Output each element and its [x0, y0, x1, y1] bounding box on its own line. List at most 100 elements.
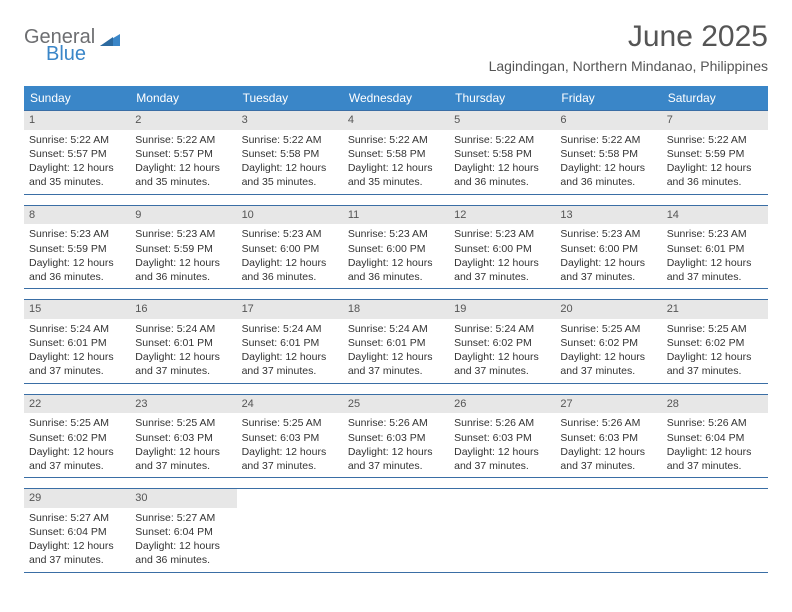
day-cell [343, 489, 449, 572]
logo-triangle-icon [100, 32, 120, 49]
day-number: 30 [130, 489, 236, 508]
weekday-header-row: SundayMondayTuesdayWednesdayThursdayFrid… [24, 86, 768, 110]
week-row: 8Sunrise: 5:23 AMSunset: 5:59 PMDaylight… [24, 205, 768, 290]
day-cell: 21Sunrise: 5:25 AMSunset: 6:02 PMDayligh… [662, 300, 768, 383]
day-number: 20 [555, 300, 661, 319]
sunrise-text: Sunrise: 5:23 AM [454, 227, 550, 241]
weekday-cell: Sunday [24, 86, 130, 110]
day-cell: 8Sunrise: 5:23 AMSunset: 5:59 PMDaylight… [24, 206, 130, 289]
daylight-text: Daylight: 12 hours and 35 minutes. [29, 161, 125, 189]
daylight-text: Daylight: 12 hours and 37 minutes. [560, 445, 656, 473]
day-number: 25 [343, 395, 449, 414]
day-number: 3 [237, 111, 343, 130]
daylight-text: Daylight: 12 hours and 37 minutes. [454, 445, 550, 473]
sunrise-text: Sunrise: 5:23 AM [348, 227, 444, 241]
calendar-table: SundayMondayTuesdayWednesdayThursdayFrid… [24, 86, 768, 573]
day-body: Sunrise: 5:23 AMSunset: 6:00 PMDaylight:… [555, 224, 661, 288]
day-cell: 3Sunrise: 5:22 AMSunset: 5:58 PMDaylight… [237, 111, 343, 194]
sunset-text: Sunset: 5:57 PM [135, 147, 231, 161]
weekday-cell: Monday [130, 86, 236, 110]
daylight-text: Daylight: 12 hours and 36 minutes. [667, 161, 763, 189]
daylight-text: Daylight: 12 hours and 37 minutes. [29, 539, 125, 567]
day-number: 12 [449, 206, 555, 225]
day-number: 19 [449, 300, 555, 319]
daylight-text: Daylight: 12 hours and 37 minutes. [454, 350, 550, 378]
day-cell: 16Sunrise: 5:24 AMSunset: 6:01 PMDayligh… [130, 300, 236, 383]
day-cell: 19Sunrise: 5:24 AMSunset: 6:02 PMDayligh… [449, 300, 555, 383]
day-number: 8 [24, 206, 130, 225]
day-cell: 18Sunrise: 5:24 AMSunset: 6:01 PMDayligh… [343, 300, 449, 383]
sunset-text: Sunset: 6:02 PM [560, 336, 656, 350]
sunset-text: Sunset: 6:02 PM [29, 431, 125, 445]
daylight-text: Daylight: 12 hours and 36 minutes. [135, 539, 231, 567]
day-number: 26 [449, 395, 555, 414]
day-cell [555, 489, 661, 572]
day-cell: 25Sunrise: 5:26 AMSunset: 6:03 PMDayligh… [343, 395, 449, 478]
day-cell: 20Sunrise: 5:25 AMSunset: 6:02 PMDayligh… [555, 300, 661, 383]
day-number: 29 [24, 489, 130, 508]
day-cell: 11Sunrise: 5:23 AMSunset: 6:00 PMDayligh… [343, 206, 449, 289]
sunrise-text: Sunrise: 5:25 AM [560, 322, 656, 336]
sunset-text: Sunset: 6:00 PM [242, 242, 338, 256]
daylight-text: Daylight: 12 hours and 36 minutes. [242, 256, 338, 284]
day-body: Sunrise: 5:25 AMSunset: 6:02 PMDaylight:… [24, 413, 130, 477]
day-number: 11 [343, 206, 449, 225]
sunrise-text: Sunrise: 5:24 AM [135, 322, 231, 336]
day-cell: 28Sunrise: 5:26 AMSunset: 6:04 PMDayligh… [662, 395, 768, 478]
day-body: Sunrise: 5:23 AMSunset: 6:00 PMDaylight:… [237, 224, 343, 288]
day-number: 16 [130, 300, 236, 319]
sunset-text: Sunset: 6:01 PM [348, 336, 444, 350]
daylight-text: Daylight: 12 hours and 37 minutes. [667, 445, 763, 473]
sunrise-text: Sunrise: 5:27 AM [135, 511, 231, 525]
day-body: Sunrise: 5:26 AMSunset: 6:03 PMDaylight:… [449, 413, 555, 477]
day-cell: 30Sunrise: 5:27 AMSunset: 6:04 PMDayligh… [130, 489, 236, 572]
day-cell: 15Sunrise: 5:24 AMSunset: 6:01 PMDayligh… [24, 300, 130, 383]
day-body: Sunrise: 5:24 AMSunset: 6:02 PMDaylight:… [449, 319, 555, 383]
day-cell: 5Sunrise: 5:22 AMSunset: 5:58 PMDaylight… [449, 111, 555, 194]
day-cell: 17Sunrise: 5:24 AMSunset: 6:01 PMDayligh… [237, 300, 343, 383]
weekday-cell: Saturday [662, 86, 768, 110]
sunset-text: Sunset: 6:01 PM [667, 242, 763, 256]
day-number: 28 [662, 395, 768, 414]
daylight-text: Daylight: 12 hours and 36 minutes. [29, 256, 125, 284]
day-number: 10 [237, 206, 343, 225]
day-number: 15 [24, 300, 130, 319]
day-body: Sunrise: 5:27 AMSunset: 6:04 PMDaylight:… [130, 508, 236, 572]
daylight-text: Daylight: 12 hours and 36 minutes. [454, 161, 550, 189]
day-body: Sunrise: 5:23 AMSunset: 6:01 PMDaylight:… [662, 224, 768, 288]
weekday-cell: Tuesday [237, 86, 343, 110]
day-cell: 4Sunrise: 5:22 AMSunset: 5:58 PMDaylight… [343, 111, 449, 194]
day-body: Sunrise: 5:24 AMSunset: 6:01 PMDaylight:… [237, 319, 343, 383]
sunrise-text: Sunrise: 5:22 AM [242, 133, 338, 147]
day-cell [449, 489, 555, 572]
day-body: Sunrise: 5:24 AMSunset: 6:01 PMDaylight:… [24, 319, 130, 383]
sunset-text: Sunset: 6:04 PM [135, 525, 231, 539]
sunrise-text: Sunrise: 5:22 AM [348, 133, 444, 147]
location-text: Lagindingan, Northern Mindanao, Philippi… [489, 58, 768, 74]
day-number: 4 [343, 111, 449, 130]
day-number: 17 [237, 300, 343, 319]
sunrise-text: Sunrise: 5:25 AM [242, 416, 338, 430]
day-cell: 26Sunrise: 5:26 AMSunset: 6:03 PMDayligh… [449, 395, 555, 478]
sunset-text: Sunset: 5:59 PM [135, 242, 231, 256]
day-body: Sunrise: 5:23 AMSunset: 5:59 PMDaylight:… [130, 224, 236, 288]
day-body: Sunrise: 5:27 AMSunset: 6:04 PMDaylight:… [24, 508, 130, 572]
day-number: 27 [555, 395, 661, 414]
day-number: 1 [24, 111, 130, 130]
daylight-text: Daylight: 12 hours and 37 minutes. [667, 350, 763, 378]
day-body: Sunrise: 5:26 AMSunset: 6:04 PMDaylight:… [662, 413, 768, 477]
sunrise-text: Sunrise: 5:22 AM [454, 133, 550, 147]
day-number: 2 [130, 111, 236, 130]
daylight-text: Daylight: 12 hours and 37 minutes. [348, 445, 444, 473]
sunset-text: Sunset: 5:59 PM [29, 242, 125, 256]
day-body: Sunrise: 5:24 AMSunset: 6:01 PMDaylight:… [343, 319, 449, 383]
day-body: Sunrise: 5:23 AMSunset: 5:59 PMDaylight:… [24, 224, 130, 288]
day-number: 13 [555, 206, 661, 225]
sunset-text: Sunset: 6:00 PM [560, 242, 656, 256]
day-body: Sunrise: 5:23 AMSunset: 6:00 PMDaylight:… [343, 224, 449, 288]
sunset-text: Sunset: 6:03 PM [560, 431, 656, 445]
title-block: June 2025 Lagindingan, Northern Mindanao… [489, 20, 768, 74]
day-cell [237, 489, 343, 572]
sunrise-text: Sunrise: 5:26 AM [454, 416, 550, 430]
day-number: 18 [343, 300, 449, 319]
